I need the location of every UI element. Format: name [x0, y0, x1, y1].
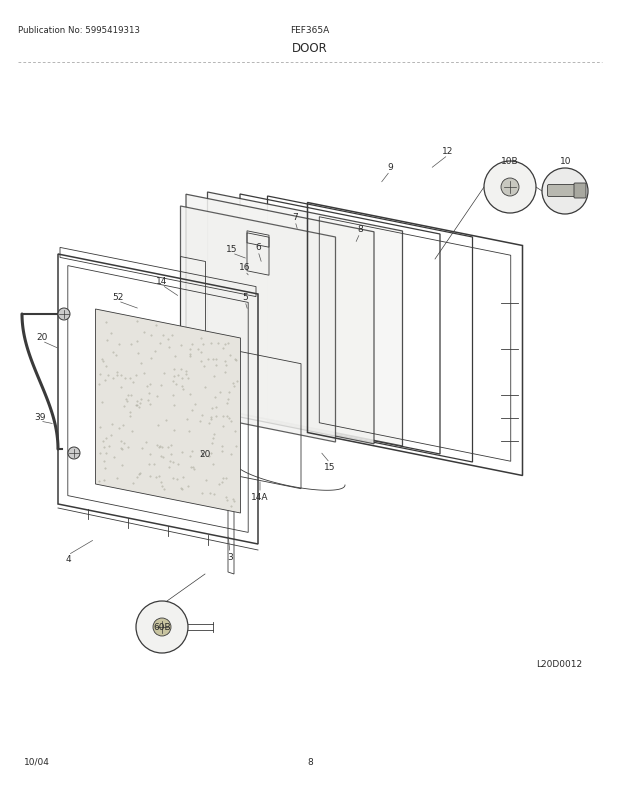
- Text: 39: 39: [34, 413, 46, 422]
- Text: 4: 4: [65, 555, 71, 564]
- Polygon shape: [180, 207, 335, 443]
- Circle shape: [484, 162, 536, 214]
- Text: 20: 20: [37, 333, 48, 342]
- Polygon shape: [208, 192, 402, 447]
- Text: 16: 16: [239, 263, 250, 272]
- Text: 5: 5: [242, 294, 248, 302]
- Text: 15: 15: [226, 245, 237, 254]
- Text: 14A: 14A: [251, 493, 268, 502]
- Circle shape: [153, 618, 171, 636]
- Text: L20D0012: L20D0012: [536, 659, 582, 668]
- Text: FEF365A: FEF365A: [290, 26, 330, 35]
- Text: DOOR: DOOR: [292, 42, 328, 55]
- Text: 8: 8: [307, 757, 313, 766]
- Text: 8: 8: [357, 225, 363, 234]
- Circle shape: [68, 448, 80, 460]
- Circle shape: [136, 602, 188, 653]
- Circle shape: [542, 168, 588, 215]
- Text: Publication No: 5995419313: Publication No: 5995419313: [18, 26, 140, 35]
- Text: 6: 6: [255, 243, 261, 252]
- Text: 10B: 10B: [501, 157, 519, 166]
- Text: 14: 14: [156, 277, 167, 286]
- FancyBboxPatch shape: [574, 184, 586, 199]
- Polygon shape: [186, 195, 374, 444]
- Text: 52: 52: [112, 294, 123, 302]
- Text: 15: 15: [324, 463, 336, 472]
- FancyBboxPatch shape: [547, 185, 578, 197]
- Text: 7: 7: [292, 213, 298, 222]
- Polygon shape: [95, 310, 241, 513]
- Text: 12: 12: [442, 148, 454, 156]
- Text: 9: 9: [387, 164, 393, 172]
- Text: 10/04: 10/04: [24, 757, 50, 766]
- Circle shape: [58, 309, 70, 321]
- Text: 3: 3: [227, 553, 233, 561]
- Text: 20: 20: [199, 450, 211, 459]
- Text: 10: 10: [560, 157, 572, 166]
- Text: 60B: 60B: [153, 622, 171, 632]
- Circle shape: [501, 179, 519, 196]
